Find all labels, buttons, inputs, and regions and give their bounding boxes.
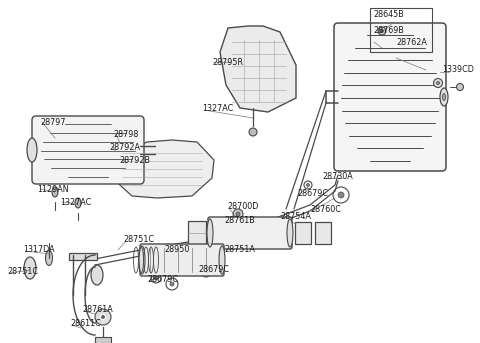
Ellipse shape bbox=[27, 138, 37, 162]
Text: 28761A: 28761A bbox=[82, 305, 113, 314]
Text: 28679C: 28679C bbox=[147, 275, 178, 284]
Text: 28751C: 28751C bbox=[123, 235, 154, 244]
Text: 28797: 28797 bbox=[40, 118, 65, 127]
Text: 1327AC: 1327AC bbox=[60, 198, 91, 207]
Bar bbox=[295, 222, 311, 244]
Text: 28760C: 28760C bbox=[310, 205, 341, 214]
Text: 28792B: 28792B bbox=[119, 156, 150, 165]
Text: 28751C: 28751C bbox=[7, 267, 38, 276]
Ellipse shape bbox=[381, 29, 384, 33]
Text: 1129AN: 1129AN bbox=[37, 185, 69, 194]
Polygon shape bbox=[220, 26, 296, 112]
Ellipse shape bbox=[101, 316, 105, 319]
Ellipse shape bbox=[338, 192, 344, 198]
FancyBboxPatch shape bbox=[140, 244, 224, 276]
Text: 28611C: 28611C bbox=[70, 319, 101, 328]
Text: 28792A: 28792A bbox=[109, 143, 140, 152]
Polygon shape bbox=[110, 140, 214, 198]
FancyBboxPatch shape bbox=[32, 116, 144, 184]
Text: 28798: 28798 bbox=[113, 130, 138, 139]
Ellipse shape bbox=[52, 187, 58, 197]
Ellipse shape bbox=[249, 128, 257, 136]
Ellipse shape bbox=[24, 257, 36, 279]
Bar bbox=[95, 337, 111, 343]
Bar bbox=[69, 253, 97, 260]
Text: 28769B: 28769B bbox=[373, 26, 404, 35]
Ellipse shape bbox=[307, 184, 310, 187]
Text: 28700D: 28700D bbox=[227, 202, 258, 211]
Text: 28730A: 28730A bbox=[322, 172, 353, 181]
Text: 28795R: 28795R bbox=[212, 58, 243, 67]
Ellipse shape bbox=[378, 27, 386, 35]
Ellipse shape bbox=[204, 270, 208, 274]
Ellipse shape bbox=[233, 209, 243, 219]
Ellipse shape bbox=[91, 265, 103, 285]
Text: 28754A: 28754A bbox=[280, 212, 311, 221]
Text: 28762A: 28762A bbox=[396, 38, 427, 47]
Bar bbox=[370, 8, 432, 52]
Ellipse shape bbox=[170, 282, 174, 286]
Ellipse shape bbox=[287, 219, 293, 247]
Ellipse shape bbox=[100, 314, 106, 320]
FancyBboxPatch shape bbox=[208, 217, 292, 249]
Text: 28645B: 28645B bbox=[373, 10, 404, 19]
Text: 28761B: 28761B bbox=[224, 216, 255, 225]
Ellipse shape bbox=[236, 212, 240, 216]
Ellipse shape bbox=[154, 276, 158, 280]
Ellipse shape bbox=[433, 79, 443, 87]
Ellipse shape bbox=[219, 246, 225, 274]
Bar bbox=[315, 222, 331, 244]
Ellipse shape bbox=[440, 88, 448, 106]
Text: 1339CD: 1339CD bbox=[442, 65, 474, 74]
Ellipse shape bbox=[443, 94, 445, 100]
Ellipse shape bbox=[95, 309, 111, 325]
Ellipse shape bbox=[436, 82, 440, 84]
Ellipse shape bbox=[207, 219, 213, 247]
Bar bbox=[188, 221, 206, 245]
Text: 28950: 28950 bbox=[164, 245, 190, 254]
Text: 28679C: 28679C bbox=[198, 265, 229, 274]
Ellipse shape bbox=[139, 246, 145, 274]
Ellipse shape bbox=[456, 83, 464, 91]
Ellipse shape bbox=[46, 250, 52, 265]
Text: 1327AC: 1327AC bbox=[202, 104, 233, 113]
Text: 28751A: 28751A bbox=[224, 245, 255, 254]
FancyBboxPatch shape bbox=[334, 23, 446, 171]
Text: 1317DA: 1317DA bbox=[23, 245, 55, 254]
Text: 28679C: 28679C bbox=[297, 189, 328, 198]
Ellipse shape bbox=[75, 198, 81, 208]
